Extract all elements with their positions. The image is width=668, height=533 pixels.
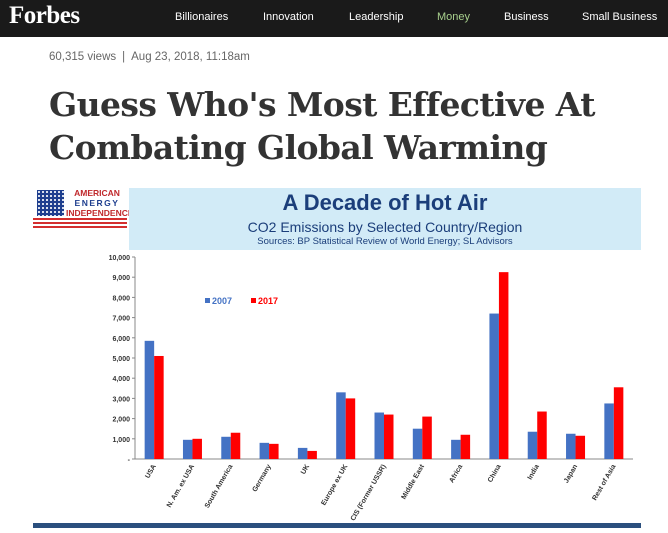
bar-2017 bbox=[498, 272, 509, 459]
nav-item-leadership[interactable]: Leadership bbox=[349, 11, 404, 23]
bar-2017 bbox=[154, 355, 164, 459]
chart-subtitle: CO2 Emissions by Selected Country/Region bbox=[247, 219, 523, 235]
y-tick-label: 8,000 bbox=[112, 295, 130, 302]
x-tick-label: UK bbox=[300, 464, 311, 476]
x-tick-label: India bbox=[527, 463, 541, 481]
bar-2017 bbox=[422, 416, 432, 459]
x-tick-label: Rest of Asia bbox=[591, 463, 617, 501]
logo-text: AMERICAN ENERGY INDEPENDENCE bbox=[66, 188, 134, 218]
logo-line-2: ENERGY bbox=[74, 198, 120, 208]
y-tick-label: - bbox=[128, 457, 131, 464]
bar-2007 bbox=[451, 439, 461, 459]
bar-2007 bbox=[144, 340, 155, 459]
bar-2007 bbox=[374, 412, 384, 459]
bar-2007 bbox=[566, 433, 576, 459]
logo-stripes bbox=[33, 218, 127, 230]
legend-swatch-2017 bbox=[251, 298, 256, 303]
bar-2017 bbox=[575, 435, 586, 459]
x-tick-label: CIS (Former USSR) bbox=[350, 464, 388, 523]
y-tick-label: 3,000 bbox=[112, 396, 130, 403]
logo-line-1: AMERICAN bbox=[74, 188, 120, 198]
bar-2017 bbox=[345, 398, 356, 459]
bar-2007 bbox=[527, 431, 538, 459]
y-tick-label: 4,000 bbox=[112, 376, 130, 383]
x-tick-label: N. Am. ex USA bbox=[166, 464, 196, 509]
bar-2017 bbox=[384, 414, 394, 459]
bar-2007 bbox=[259, 442, 270, 459]
y-tick-label: 6,000 bbox=[112, 336, 130, 343]
nav-item-billionaires[interactable]: Billionaires bbox=[175, 11, 229, 23]
bar-2017 bbox=[537, 411, 547, 459]
x-tick-label: China bbox=[487, 463, 503, 483]
logo-line-3: INDEPENDENCE bbox=[66, 208, 134, 218]
bar-2007 bbox=[221, 436, 231, 459]
publish-date: Aug 23, 2018, 11:18am bbox=[131, 51, 250, 63]
co2-emissions-bar-chart: 10,000 9,000 8,000 7,000 6,000 5,000 4,000 3,00… bbox=[109, 255, 633, 523]
nav-item-small-business[interactable]: Small Business bbox=[582, 11, 658, 23]
x-tick-label: Middle East bbox=[401, 463, 427, 501]
x-tick-label: USA bbox=[144, 464, 157, 480]
bar-2007 bbox=[412, 428, 423, 459]
y-tick-label: 5,000 bbox=[112, 356, 130, 363]
bar-2007 bbox=[182, 439, 193, 459]
y-tick-label: 2,000 bbox=[112, 417, 130, 424]
bar-2017 bbox=[460, 434, 471, 459]
x-tick-label: Africa bbox=[448, 463, 464, 484]
article-title: Guess Who's Most Effective At Combating … bbox=[49, 85, 595, 167]
bar-2017 bbox=[613, 387, 624, 459]
view-count: 60,315 views bbox=[49, 51, 117, 63]
bar-2007 bbox=[489, 313, 499, 459]
bar-2017 bbox=[269, 443, 279, 459]
flag-icon bbox=[37, 190, 64, 216]
bar-2007 bbox=[336, 392, 346, 459]
legend-swatch-2007 bbox=[205, 298, 210, 303]
nav-item-innovation[interactable]: Innovation bbox=[263, 11, 314, 23]
meta-separator: | bbox=[122, 51, 126, 63]
bar-2017 bbox=[230, 432, 241, 459]
chart-source: Sources: BP Statistical Review of World … bbox=[257, 236, 513, 247]
bar-2007 bbox=[297, 447, 308, 459]
x-tick-label: South America bbox=[204, 463, 235, 509]
y-tick-label: 10,000 bbox=[109, 255, 131, 262]
bar-2017 bbox=[192, 438, 202, 459]
x-tick-label: Germany bbox=[252, 463, 273, 493]
article-meta: 60,315 views | Aug 23, 2018, 11:18am bbox=[49, 51, 250, 63]
x-tick-label: Europe ex UK bbox=[320, 464, 349, 507]
legend-label-2007: 2007 bbox=[212, 296, 232, 306]
y-tick-label: 7,000 bbox=[112, 316, 130, 323]
chart-title: A Decade of Hot Air bbox=[282, 190, 488, 215]
x-tick-label: Japan bbox=[563, 464, 579, 485]
nav-item-business[interactable]: Business bbox=[504, 11, 549, 23]
nav-item-money[interactable]: Money bbox=[437, 11, 471, 23]
article-chart-figure: AMERICAN ENERGY INDEPENDENCE A Decade of… bbox=[33, 184, 643, 529]
y-tick-label: 1,000 bbox=[112, 437, 130, 444]
bar-2017 bbox=[307, 450, 317, 459]
figure-bottom-rule bbox=[33, 523, 641, 528]
chart-banner: A Decade of Hot Air CO2 Emissions by Sel… bbox=[129, 188, 641, 250]
top-navigation-bar: Forbes Billionaires Innovation Leadershi… bbox=[0, 0, 668, 37]
legend-label-2017: 2017 bbox=[258, 296, 278, 306]
american-energy-independence-logo: AMERICAN ENERGY INDEPENDENCE bbox=[33, 188, 134, 230]
forbes-logo[interactable]: Forbes bbox=[9, 2, 80, 29]
bar-2007 bbox=[604, 403, 614, 459]
y-tick-label: 9,000 bbox=[112, 275, 130, 282]
